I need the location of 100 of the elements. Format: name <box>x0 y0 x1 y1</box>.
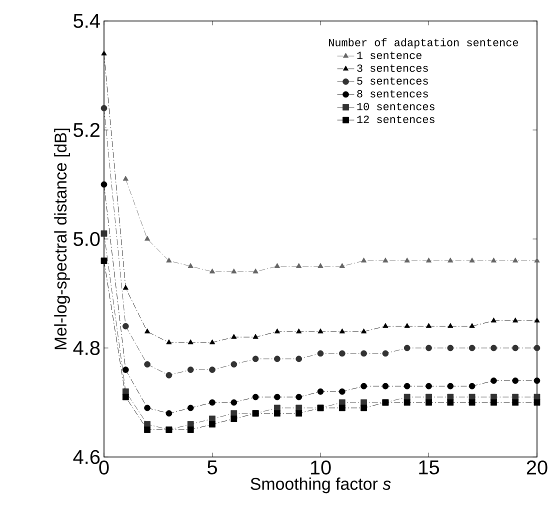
legend-label: 5 sentences <box>357 77 428 85</box>
point <box>252 394 259 400</box>
legend-label: 8 sentences <box>357 90 428 98</box>
point <box>361 258 367 262</box>
y-tick-label: 4.6 <box>73 450 100 464</box>
point <box>274 263 280 268</box>
point <box>144 361 150 368</box>
point <box>512 399 519 406</box>
point <box>490 258 496 262</box>
point <box>404 344 410 352</box>
point <box>404 399 410 406</box>
point <box>209 399 216 406</box>
point <box>468 344 476 352</box>
point <box>274 356 280 362</box>
point <box>187 426 194 433</box>
point <box>230 416 238 422</box>
point <box>122 322 129 330</box>
point <box>512 258 518 262</box>
point <box>144 426 150 433</box>
point <box>490 378 497 384</box>
y-tick-label: 4.8 <box>73 340 100 356</box>
point <box>468 382 476 390</box>
y-tick-label: 5.0 <box>74 232 100 246</box>
point <box>534 378 540 384</box>
point <box>252 356 259 362</box>
y-axis-title: Mel-log-spectral distance [dB] <box>54 128 70 350</box>
legend-label: 12 sentences <box>357 116 434 124</box>
point <box>468 399 476 406</box>
point <box>296 328 302 334</box>
x-tick-label: 15 <box>419 460 439 474</box>
point <box>122 394 129 400</box>
point <box>426 344 432 352</box>
point <box>209 366 216 373</box>
point <box>447 382 454 390</box>
point <box>448 322 454 328</box>
point <box>144 404 150 412</box>
point <box>338 404 346 412</box>
point <box>339 263 345 268</box>
point <box>447 344 454 352</box>
point <box>361 328 367 334</box>
point <box>360 404 367 412</box>
point <box>490 318 496 322</box>
point <box>209 339 216 344</box>
point <box>296 394 302 400</box>
point <box>122 284 128 290</box>
point <box>318 328 324 334</box>
point <box>448 258 454 262</box>
point <box>122 176 128 181</box>
point <box>338 388 346 395</box>
point <box>100 230 108 237</box>
point <box>338 350 346 357</box>
x-tick-label: 0 <box>99 460 109 475</box>
point <box>404 382 410 390</box>
legend-label: 1 sentence <box>357 52 422 60</box>
point <box>512 378 519 384</box>
point <box>100 181 108 188</box>
point <box>404 322 410 328</box>
point <box>426 258 432 262</box>
x-tick-label: 5 <box>208 460 217 474</box>
point <box>231 268 237 274</box>
legend-label: 10 sentences <box>357 102 434 110</box>
point <box>100 258 108 264</box>
point <box>188 263 194 268</box>
y-tick-label: 5.4 <box>74 14 100 28</box>
point <box>296 410 302 417</box>
point <box>144 236 150 241</box>
point <box>534 344 540 352</box>
point <box>231 334 237 339</box>
point <box>100 105 108 112</box>
point <box>317 388 324 395</box>
point <box>360 350 367 357</box>
x-tick-label: 20 <box>526 460 548 475</box>
point <box>101 50 107 56</box>
point <box>512 318 518 322</box>
point <box>534 318 540 322</box>
point <box>166 258 172 262</box>
point <box>469 322 475 328</box>
point <box>209 268 216 274</box>
point <box>296 263 302 268</box>
point <box>166 339 172 344</box>
point <box>296 356 302 362</box>
point <box>187 366 194 373</box>
point <box>274 394 280 400</box>
point <box>382 258 388 262</box>
legend-label: 3 sentences <box>357 64 428 72</box>
point <box>426 322 432 328</box>
legend-title: Number of adaptation sentence <box>328 38 518 48</box>
point <box>534 394 540 400</box>
point <box>274 328 280 334</box>
x-tick-label: 10 <box>310 460 331 475</box>
point <box>339 328 345 334</box>
point <box>274 410 280 417</box>
point <box>187 404 194 412</box>
point <box>144 328 150 334</box>
point <box>382 350 389 357</box>
point <box>426 399 432 406</box>
x-axis-title: Smoothing factor s <box>250 477 391 494</box>
point <box>188 339 194 344</box>
point <box>490 344 497 352</box>
point <box>209 421 216 428</box>
